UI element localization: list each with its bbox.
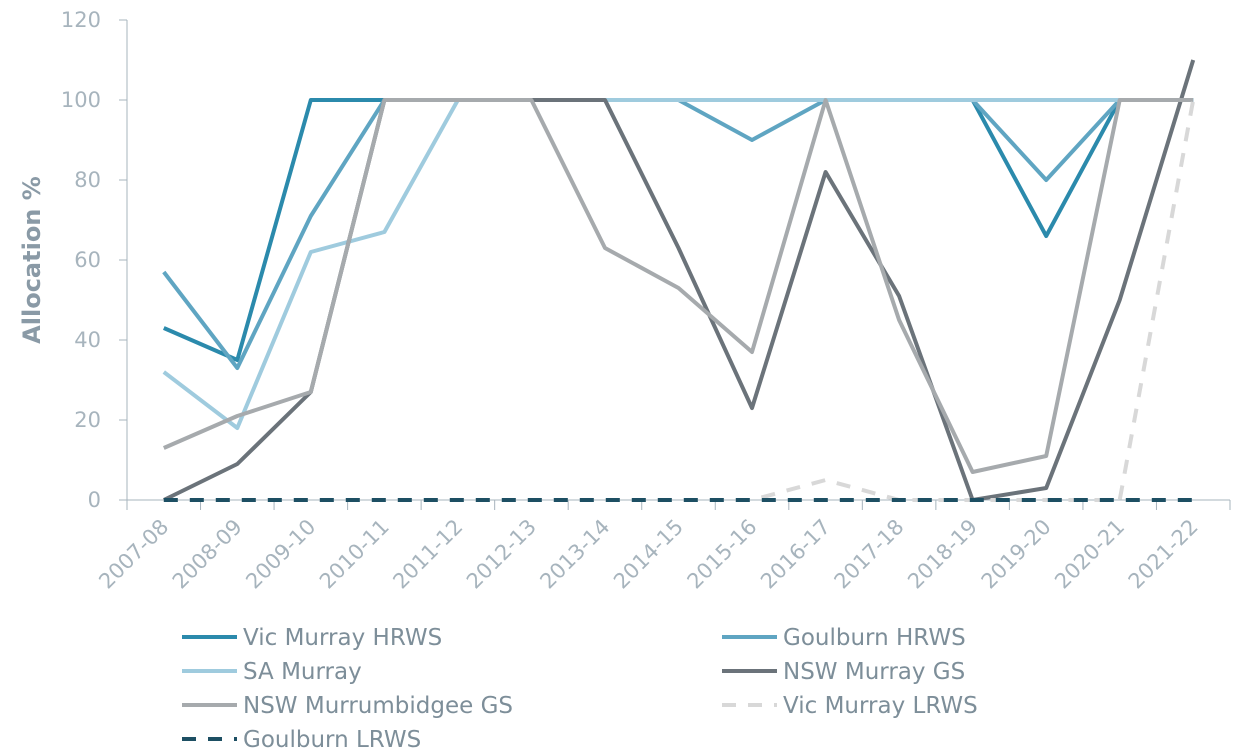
legend-item: Vic Murray HRWS xyxy=(182,625,442,651)
legend-label: Goulburn HRWS xyxy=(783,625,966,651)
x-tick-label: 2014-15 xyxy=(609,515,688,594)
legend-label: SA Murray xyxy=(243,659,362,685)
y-tick-label: 80 xyxy=(74,168,101,192)
x-tick-label: 2019-20 xyxy=(977,515,1056,594)
x-tick-label: 2021-22 xyxy=(1124,515,1203,594)
x-tick-label: 2011-12 xyxy=(388,515,467,594)
y-tick-label: 100 xyxy=(61,88,101,112)
legend-label: NSW Murrumbidgee GS xyxy=(243,693,513,719)
x-tick-label: 2018-19 xyxy=(903,515,982,594)
legend-item: SA Murray xyxy=(182,659,362,685)
legend-item: Goulburn LRWS xyxy=(182,727,421,751)
x-tick-label: 2010-11 xyxy=(315,515,394,594)
legend-item: NSW Murrumbidgee GS xyxy=(182,693,513,719)
x-tick-label: 2007-08 xyxy=(94,515,173,594)
x-tick-label: 2015-16 xyxy=(683,515,762,594)
legend-item: Goulburn HRWS xyxy=(722,625,966,651)
y-tick-label: 20 xyxy=(74,408,101,432)
legend-label: Vic Murray LRWS xyxy=(783,693,978,719)
x-tick-label: 2013-14 xyxy=(535,515,614,594)
series-line xyxy=(162,59,1196,502)
series-line xyxy=(162,98,1194,430)
x-tick-label: 2009-10 xyxy=(241,515,320,594)
y-tick-label: 40 xyxy=(74,328,101,352)
x-tick-label: 2008-09 xyxy=(168,515,247,594)
x-tick-label: 2012-13 xyxy=(462,515,541,594)
y-tick-label: 0 xyxy=(88,488,101,512)
series-line xyxy=(163,98,1194,362)
legend-label: Goulburn LRWS xyxy=(243,727,421,751)
series-layer xyxy=(162,59,1196,502)
x-tick-label: 2016-17 xyxy=(756,515,835,594)
legend-item: NSW Murray GS xyxy=(722,659,965,685)
series-line xyxy=(162,98,1194,370)
series-line xyxy=(163,98,1194,474)
x-tick-label: 2017-18 xyxy=(830,515,909,594)
legend-label: Vic Murray HRWS xyxy=(243,625,442,651)
y-tick-label: 60 xyxy=(74,248,101,272)
y-axis-label: Allocation % xyxy=(18,176,46,344)
y-tick-label: 120 xyxy=(61,8,101,32)
series-line xyxy=(163,99,1196,502)
axes: 0 20 40 60 80 100 120 2007-082008-092009-102010… xyxy=(61,8,1231,594)
legend-label: NSW Murray GS xyxy=(783,659,965,685)
legend-item: Vic Murray LRWS xyxy=(722,693,978,719)
x-tick-label: 2020-21 xyxy=(1050,515,1129,594)
legend: Vic Murray HRWS Goulburn HRWS SA Murray NSW… xyxy=(182,625,978,751)
